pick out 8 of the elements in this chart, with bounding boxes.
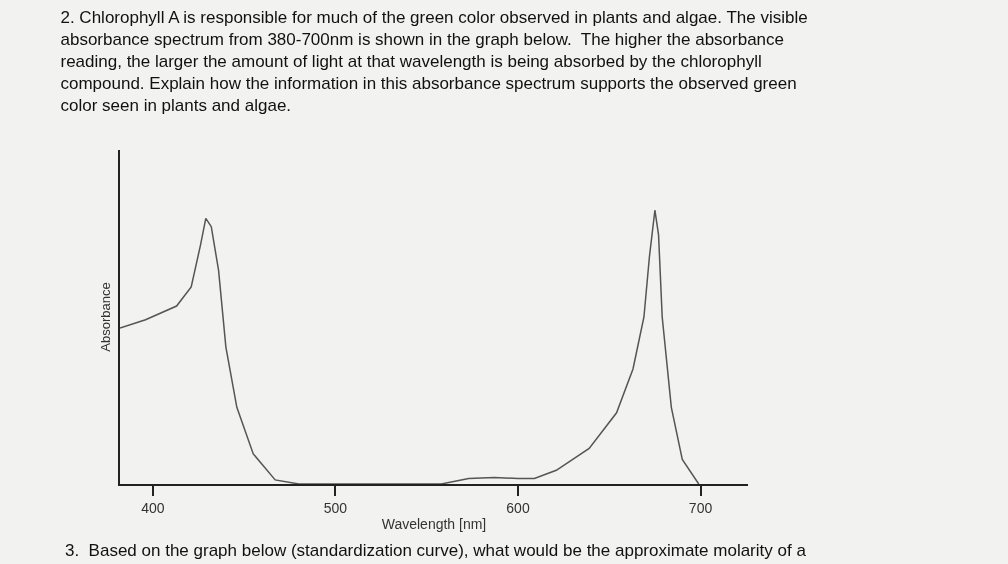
x-tick-label: 400 bbox=[141, 499, 165, 516]
text: 3. Based on the graph below (standardization curve), what would be the approximate molarity of a bbox=[65, 541, 807, 560]
x-axis-title: Wavelength [nm] bbox=[381, 515, 487, 532]
y-axis-title: Absorbance bbox=[98, 282, 114, 352]
x-tick-label: 500 bbox=[323, 499, 348, 516]
x-tick-label: 600 bbox=[506, 499, 530, 516]
x-tick-label: 700 bbox=[688, 499, 713, 516]
chart-title: 2. Chlorophyll A is responsible for much of the green color observed in plants and algae. The visible absorbance spectrum from 380-700nm is shown in the graph below. The higher the absorbance reading, the larger the amount of light at that wavelength is being absorbed by the chlorophyll compound. Explain how the information in this absorbance spectrum supports the observed green color seen in plants and algae. bbox=[60, 7, 808, 115]
